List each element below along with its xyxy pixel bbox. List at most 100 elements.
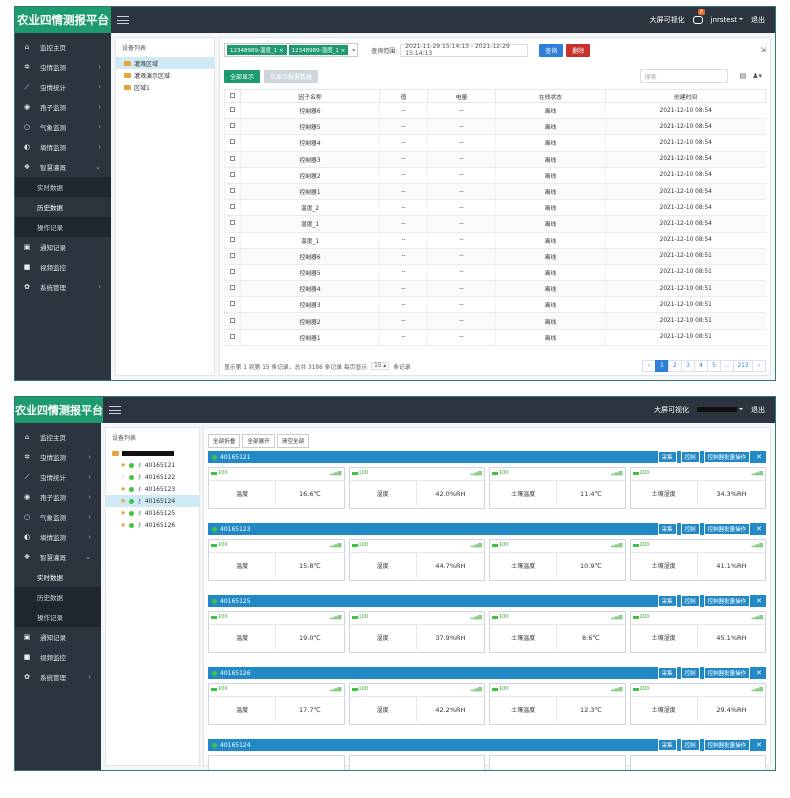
- table-row[interactable]: 控制器1 -- -- 离线 2021-12-10 08:51: [224, 329, 766, 346]
- show-all-button[interactable]: 全部显示: [224, 69, 261, 83]
- page-link[interactable]: 4: [694, 360, 708, 372]
- row-checkbox[interactable]: [224, 134, 241, 152]
- expand-all-button[interactable]: 全部展开: [242, 434, 275, 448]
- sidebar-item[interactable]: ◐ 墒情监测 ›: [23, 533, 91, 542]
- column-header[interactable]: 电量: [427, 89, 496, 103]
- collect-button[interactable]: 采集: [657, 667, 677, 679]
- delete-button[interactable]: 删除: [566, 43, 591, 57]
- user-menu[interactable]: [697, 406, 743, 414]
- factor-tag[interactable]: 12348989-温度_1 ×: [227, 45, 287, 55]
- tree-node-device[interactable]: ★ ⚷ 40165125: [120, 509, 176, 517]
- show-alarm-button[interactable]: 仅显示报警数据: [264, 69, 319, 83]
- sidebar-item[interactable]: ⌂ 监控主页: [24, 43, 66, 52]
- sidebar-item[interactable]: ▣ 通知记录: [23, 633, 66, 642]
- page-link[interactable]: 213: [733, 360, 753, 372]
- query-button[interactable]: 查询: [539, 43, 564, 57]
- tree-node-irrigation-area[interactable]: 灌溉区域: [116, 57, 214, 69]
- close-icon[interactable]: ✕: [756, 525, 762, 533]
- sidebar-item[interactable]: ✲ 虫情监测 ›: [24, 63, 101, 72]
- sidebar-subitem[interactable]: 实时数据: [15, 567, 101, 587]
- table-row[interactable]: 温度_2 -- -- 离线 2021-12-10 08:54: [224, 199, 766, 217]
- row-checkbox[interactable]: [224, 312, 241, 330]
- columns-icon[interactable]: ▤: [739, 72, 747, 80]
- factor-select[interactable]: 12348989-温度_1 × 12348989-湿度_1 × ▾: [224, 43, 359, 57]
- table-row[interactable]: 湿度_1 -- -- 离线 2021-12-10 08:54: [224, 215, 766, 233]
- tree-node-area1[interactable]: 区域1: [116, 81, 214, 93]
- table-row[interactable]: 控制器4 -- -- 离线 2021-12-10 08:54: [224, 134, 766, 152]
- sidebar-item[interactable]: ■ 视频监控: [23, 653, 66, 662]
- table-row[interactable]: 控制器6 -- -- 离线 2021-12-10 08:54: [224, 102, 766, 120]
- menu-toggle-icon[interactable]: [117, 14, 129, 26]
- sidebar-item[interactable]: ⌂ 监控主页: [24, 433, 66, 442]
- sidebar-item[interactable]: ⟋ 虫情统计 ›: [24, 82, 101, 93]
- device-card-header[interactable]: 40165126 采集 控制 控制器批量操作 ✕: [208, 667, 766, 679]
- menu-toggle-icon[interactable]: [109, 404, 121, 416]
- table-row[interactable]: 控制器2 -- -- 离线 2021-12-10 08:51: [224, 312, 766, 330]
- sidebar-subitem[interactable]: 实时数据: [15, 177, 111, 197]
- row-checkbox[interactable]: [224, 183, 241, 201]
- sidebar-item[interactable]: ◉ 孢子监测 ›: [23, 493, 91, 502]
- sidebar-item[interactable]: ❖ 智慧灌溉 ⌄: [23, 163, 101, 172]
- clear-all-button[interactable]: 清空全部: [276, 434, 310, 448]
- batch-control-button[interactable]: 控制器批量操作: [703, 523, 751, 535]
- batch-control-button[interactable]: 控制器批量操作: [703, 739, 751, 751]
- table-row[interactable]: 温度_1 -- -- 离线 2021-12-10 08:54: [224, 232, 766, 249]
- tree-node-device[interactable]: ★ ⚷ 40165124: [106, 495, 199, 507]
- device-card-header[interactable]: 40165121 采集 控制 控制器批量操作 ✕: [208, 451, 766, 463]
- table-row[interactable]: 控制器4 -- -- 离线 2021-12-10 08:51: [224, 280, 766, 298]
- sidebar-subitem[interactable]: 历史数据: [15, 587, 101, 607]
- bigscreen-link[interactable]: 大屏可视化: [654, 406, 689, 414]
- table-row[interactable]: 控制器3 -- -- 离线 2021-12-10 08:54: [224, 151, 766, 168]
- row-checkbox[interactable]: [224, 199, 241, 217]
- tree-node-demo-area[interactable]: 灌溉演示区域: [116, 69, 214, 81]
- sidebar-item[interactable]: ◉ 孢子监测 ›: [23, 103, 101, 112]
- tree-node-device[interactable]: ☆ ⚷ 40165122: [120, 473, 176, 481]
- bigscreen-link[interactable]: 大屏可视化: [649, 16, 685, 24]
- star-icon[interactable]: ☆: [120, 473, 127, 481]
- column-header[interactable]: 因子名称: [240, 89, 380, 103]
- star-icon[interactable]: ★: [120, 485, 127, 493]
- factor-tag[interactable]: 12348989-湿度_1 ×: [288, 45, 349, 55]
- logout-link[interactable]: 退出: [751, 406, 765, 414]
- collect-button[interactable]: 采集: [657, 739, 677, 751]
- page-link[interactable]: 1: [655, 360, 669, 372]
- control-button[interactable]: 控制: [680, 595, 700, 607]
- table-row[interactable]: 控制器1 -- -- 离线 2021-12-10 08:54: [224, 183, 766, 201]
- sidebar-item[interactable]: ○ 气象监测 ›: [23, 123, 101, 132]
- sidebar-item[interactable]: ◐ 墒情监测 ›: [23, 143, 101, 152]
- star-icon[interactable]: ★: [120, 521, 127, 529]
- close-icon[interactable]: ✕: [756, 741, 762, 749]
- tree-node-device[interactable]: ★ ⚷ 40165126: [120, 521, 176, 529]
- batch-control-button[interactable]: 控制器批量操作: [703, 451, 751, 463]
- user-filter-icon[interactable]: ♟▾: [752, 72, 762, 80]
- table-row[interactable]: 控制器5 -- -- 离线 2021-12-10 08:54: [224, 118, 766, 136]
- page-link[interactable]: 2: [668, 360, 682, 372]
- sidebar-item[interactable]: ✿ 系统管理 ›: [24, 673, 91, 682]
- star-icon[interactable]: ★: [120, 509, 127, 517]
- logout-link[interactable]: 退出: [751, 16, 765, 24]
- row-checkbox[interactable]: [224, 280, 241, 298]
- sidebar-item[interactable]: ⟋ 虫情统计 ›: [24, 472, 91, 483]
- device-card-header[interactable]: 40165125 采集 控制 控制器批量操作 ✕: [208, 595, 766, 607]
- row-checkbox[interactable]: [224, 167, 241, 184]
- tree-node-device[interactable]: ★ ⚷ 40165121: [120, 461, 176, 469]
- tree-node-root[interactable]: [106, 447, 199, 459]
- column-header[interactable]: 在线状态: [495, 89, 606, 103]
- select-all-checkbox[interactable]: [224, 89, 241, 103]
- row-checkbox[interactable]: [224, 296, 241, 314]
- search-input[interactable]: 搜索: [639, 69, 728, 83]
- page-link[interactable]: ‹: [642, 360, 656, 372]
- page-link[interactable]: 5: [707, 360, 721, 372]
- control-button[interactable]: 控制: [680, 523, 700, 535]
- row-checkbox[interactable]: [224, 215, 241, 233]
- batch-control-button[interactable]: 控制器批量操作: [703, 595, 751, 607]
- collapse-all-button[interactable]: 全部折叠: [208, 434, 241, 448]
- sidebar-item[interactable]: ■ 视频监控: [23, 263, 66, 272]
- user-menu[interactable]: jnrstest: [711, 16, 743, 24]
- sidebar-subitem[interactable]: 操作记录: [15, 607, 101, 627]
- collect-button[interactable]: 采集: [657, 595, 677, 607]
- row-checkbox[interactable]: [224, 102, 241, 120]
- row-checkbox[interactable]: [224, 151, 241, 168]
- control-button[interactable]: 控制: [680, 667, 700, 679]
- page-link[interactable]: 3: [681, 360, 695, 372]
